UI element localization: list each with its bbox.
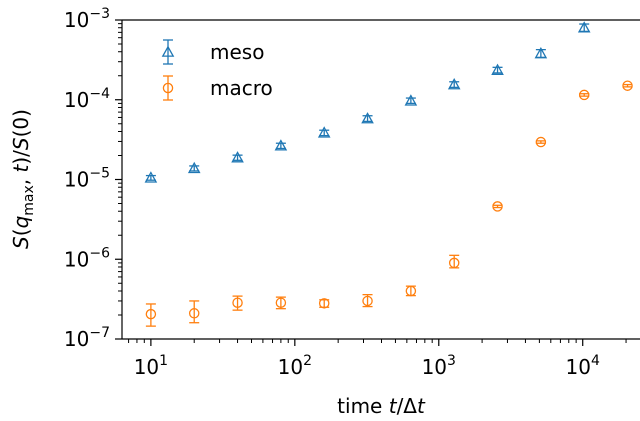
x-tick-label: 101: [134, 353, 168, 379]
data-point: [144, 171, 158, 183]
data-point: [275, 296, 287, 310]
data-point: [577, 21, 591, 33]
y-tick-label: 10−6: [64, 245, 110, 271]
series-macro: [145, 80, 633, 327]
x-axis-ticks: 101 102 103 104: [128, 339, 627, 379]
data-point: [491, 63, 504, 75]
legend-label: meso: [210, 40, 264, 64]
y-axis-label: S(qmax, t)/S(0): [9, 109, 37, 249]
triangle-marker: [447, 78, 461, 90]
legend-label: macro: [210, 76, 273, 100]
data-point: [318, 298, 330, 309]
triangle-marker: [317, 126, 331, 138]
x-tick-label: 104: [566, 353, 600, 379]
circle-marker: [275, 297, 287, 308]
y-tick-label: 10−5: [64, 166, 110, 192]
triangle-marker: [144, 171, 158, 183]
data-point: [447, 78, 461, 90]
circle-marker: [535, 136, 547, 148]
y-tick-label: 10−7: [64, 325, 110, 351]
data-point: [361, 112, 374, 124]
circle-marker: [188, 308, 200, 319]
data-point: [534, 46, 548, 59]
data-point: [405, 285, 417, 297]
triangle-marker: [274, 139, 288, 151]
data-point: [188, 300, 200, 324]
data-point: [622, 80, 633, 91]
legend-entry-meso: meso: [161, 39, 264, 65]
data-point: [535, 136, 547, 148]
data-point: [404, 94, 418, 106]
triangle-marker: [534, 46, 548, 59]
legend-marker: [162, 82, 174, 94]
circle-marker: [232, 297, 243, 308]
triangle-marker: [231, 151, 244, 163]
data-point: [231, 151, 244, 163]
series-meso: [144, 21, 591, 183]
series-layer: [144, 21, 633, 327]
triangle-marker: [404, 94, 418, 106]
data-point: [448, 254, 460, 269]
data-point: [274, 139, 288, 151]
data-point: [317, 126, 331, 138]
triangle-marker: [577, 21, 591, 33]
data-point: [578, 89, 590, 101]
x-axis-label: time t/Δt: [337, 394, 426, 418]
circle-marker: [362, 295, 373, 307]
data-point: [492, 201, 503, 212]
circle-marker: [318, 298, 330, 309]
triangle-marker: [361, 112, 374, 124]
legend-marker: [161, 45, 175, 57]
circle-marker: [405, 285, 417, 297]
y-axis-ticks: 10−7 10−6 10−5 10−4 10−3: [64, 6, 122, 351]
legend: meso macro: [161, 39, 273, 101]
circle-marker: [492, 201, 503, 212]
triangle-marker: [187, 161, 201, 174]
legend-entry-macro: macro: [162, 75, 273, 101]
x-tick-label: 103: [422, 353, 456, 379]
triangle-marker: [491, 63, 504, 75]
circle-marker: [448, 257, 460, 269]
data-point: [362, 293, 373, 308]
circle-marker: [622, 80, 633, 91]
y-tick-label: 10−3: [64, 6, 110, 32]
x-tick-label: 102: [278, 353, 312, 379]
circle-marker: [578, 89, 590, 101]
circle-marker: [145, 308, 157, 320]
data-point: [232, 295, 243, 311]
y-tick-label: 10−4: [64, 86, 110, 112]
data-point: [187, 161, 201, 174]
data-point: [145, 303, 157, 327]
